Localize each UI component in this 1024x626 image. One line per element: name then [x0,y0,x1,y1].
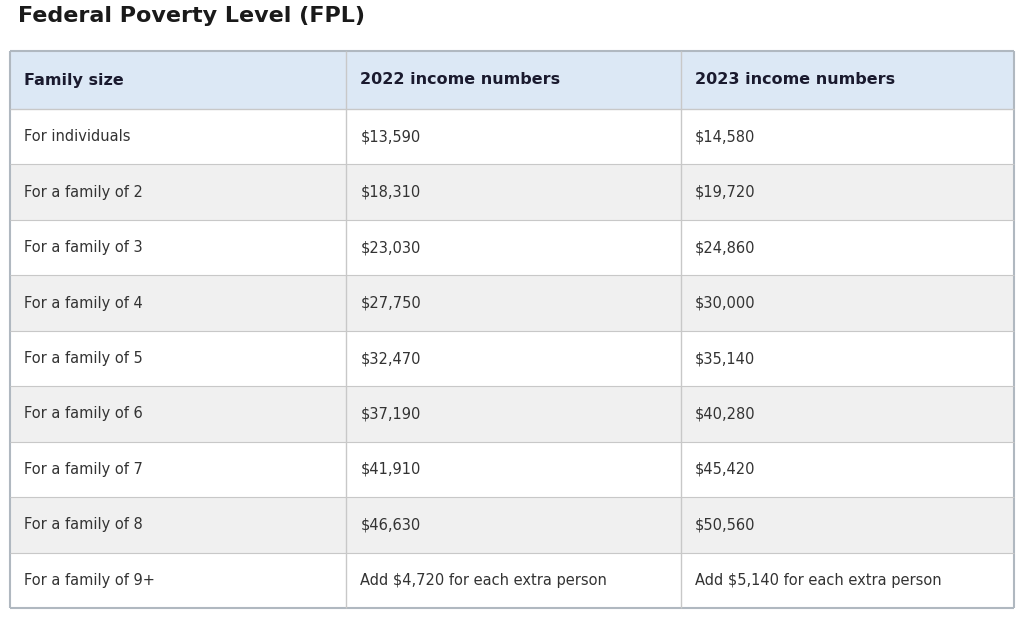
Bar [10,220,346,275]
Text: $45,420: $45,420 [694,462,755,477]
Bar [346,553,681,608]
Bar [346,386,681,442]
Text: $46,630: $46,630 [360,517,421,532]
Bar [346,109,681,165]
Text: Add $4,720 for each extra person: Add $4,720 for each extra person [360,573,607,588]
Bar [10,442,346,497]
Bar [346,220,681,275]
Bar [346,165,681,220]
Bar [346,497,681,553]
Bar [681,275,1014,331]
Bar [346,275,681,331]
Text: $35,140: $35,140 [694,351,755,366]
Bar [681,220,1014,275]
Text: 2023 income numbers: 2023 income numbers [694,73,895,88]
Text: $18,310: $18,310 [360,185,421,200]
Text: $40,280: $40,280 [694,406,756,421]
Bar [681,331,1014,386]
Text: $37,190: $37,190 [360,406,421,421]
Text: $14,580: $14,580 [694,129,755,144]
Bar [346,442,681,497]
Bar [681,497,1014,553]
Text: For a family of 5: For a family of 5 [24,351,142,366]
Text: $27,750: $27,750 [360,295,421,310]
Bar [10,275,346,331]
Text: For a family of 2: For a family of 2 [24,185,143,200]
Bar [681,386,1014,442]
Text: $32,470: $32,470 [360,351,421,366]
Text: $41,910: $41,910 [360,462,421,477]
Bar [681,553,1014,608]
Bar [681,442,1014,497]
Text: $19,720: $19,720 [694,185,756,200]
Bar [10,386,346,442]
Bar [10,165,346,220]
Bar [10,331,346,386]
Text: $50,560: $50,560 [694,517,755,532]
Bar [681,165,1014,220]
Text: 2022 income numbers: 2022 income numbers [360,73,560,88]
Text: $30,000: $30,000 [694,295,756,310]
Text: $23,030: $23,030 [360,240,421,255]
Bar [10,51,346,109]
Text: For a family of 6: For a family of 6 [24,406,142,421]
Text: For a family of 7: For a family of 7 [24,462,143,477]
Text: For a family of 4: For a family of 4 [24,295,142,310]
Text: Family size: Family size [24,73,124,88]
Bar [681,51,1014,109]
Bar [346,331,681,386]
Bar [346,51,681,109]
Bar [10,553,346,608]
Bar [681,109,1014,165]
Text: For individuals: For individuals [24,129,130,144]
Text: For a family of 8: For a family of 8 [24,517,142,532]
Bar [10,109,346,165]
Text: $24,860: $24,860 [694,240,755,255]
Text: For a family of 3: For a family of 3 [24,240,142,255]
Text: For a family of 9+: For a family of 9+ [24,573,155,588]
Text: Federal Poverty Level (FPL): Federal Poverty Level (FPL) [18,6,365,26]
Bar [10,497,346,553]
Text: $13,590: $13,590 [360,129,421,144]
Text: Add $5,140 for each extra person: Add $5,140 for each extra person [694,573,941,588]
